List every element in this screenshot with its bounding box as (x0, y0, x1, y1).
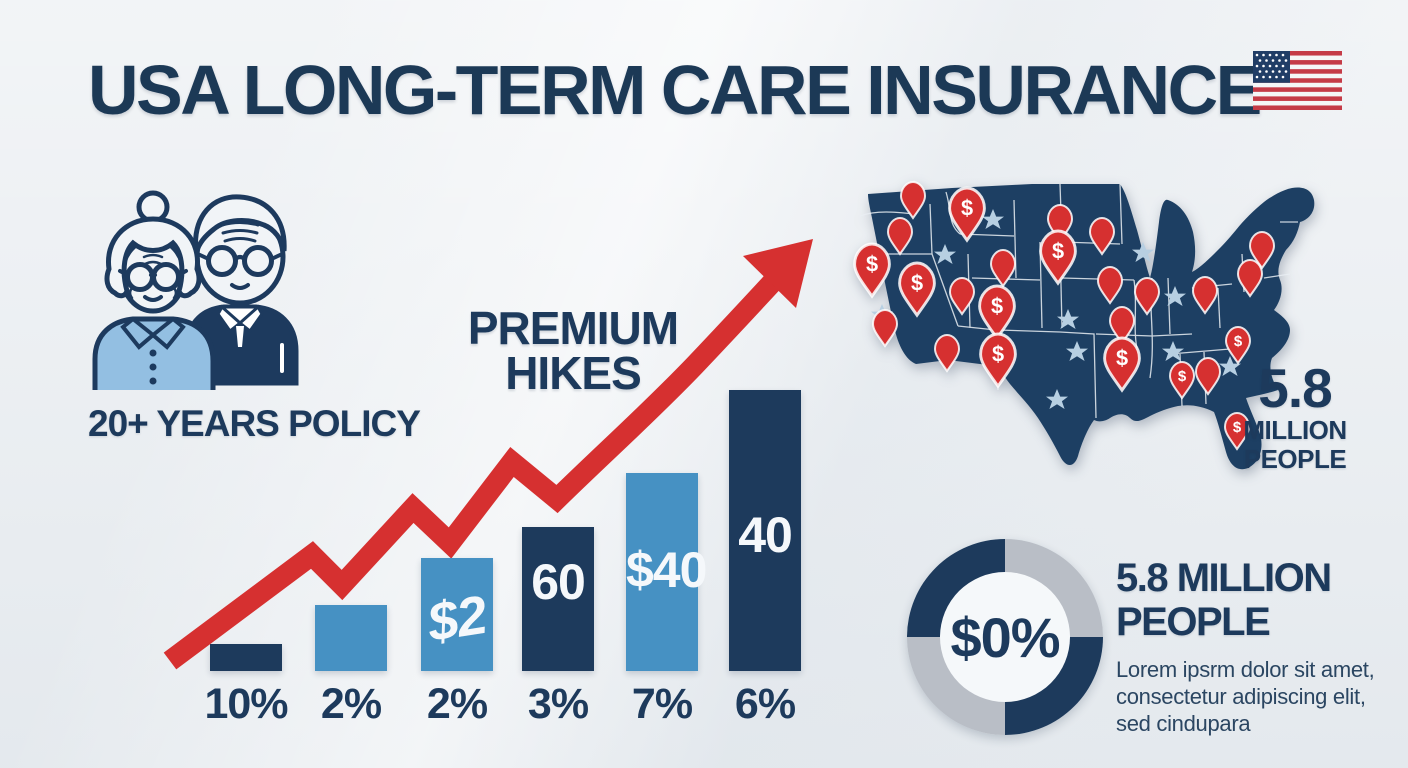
map-pin-icon (1194, 356, 1222, 396)
page-title: USA LONG-TERM CARE INSURANCE (88, 51, 1262, 129)
flag-stars (1255, 53, 1288, 79)
map-pin-icon (933, 333, 961, 373)
map-star-icon (1132, 242, 1154, 262)
map-stat-unit2: PEOPLE (1243, 444, 1347, 474)
map-stars-layer (871, 209, 1241, 409)
map-pin-dollar-icon: $ (1224, 325, 1252, 365)
svg-text:$: $ (991, 294, 1003, 319)
bar-category-label: 10% (204, 680, 288, 728)
bar-value-label: $40 (626, 542, 707, 598)
map-population-stat: 5.8 MILLION PEOPLE (1236, 360, 1354, 474)
bar-10% (210, 644, 282, 671)
us-flag-icon (1253, 51, 1342, 110)
svg-text:$: $ (992, 342, 1004, 367)
bar-category-label: 6% (734, 680, 796, 728)
svg-text:$: $ (1052, 239, 1064, 264)
map-pin-dollar-icon: $ (948, 186, 986, 243)
svg-text:$: $ (961, 196, 973, 221)
svg-text:$: $ (911, 271, 923, 296)
bar-category-label: 2% (320, 680, 382, 728)
map-pin-icon (899, 180, 927, 220)
policy-years-label: 20+ YEARS POLICY (88, 403, 421, 444)
map-pin-dollar-icon: $ (979, 332, 1017, 389)
map-pin-dollar-icon: $ (853, 242, 891, 299)
map-pin-dollar-icon: $ (978, 284, 1016, 341)
woman-figure (92, 190, 216, 390)
svg-text:$: $ (866, 252, 878, 277)
map-star-icon (1057, 309, 1079, 329)
map-pin-icon (886, 216, 914, 256)
svg-text:$: $ (1233, 419, 1242, 436)
bar-category-label: 3% (527, 680, 589, 728)
map-star-icon (1164, 286, 1186, 306)
us-map: $ $ $ $ $ $ $ $ $ $ (853, 179, 1315, 470)
map-pin-icon (948, 276, 976, 316)
donut-hole (940, 572, 1070, 702)
bar-value-label: $2 (423, 584, 491, 654)
svg-text:$: $ (1234, 333, 1243, 350)
map-stat-value: 5.8 (1258, 357, 1332, 419)
map-pin-dollar-icon: $ (1103, 336, 1141, 393)
map-pins-layer: $ $ $ $ $ $ $ $ $ $ (853, 180, 1276, 451)
map-star-icon (1219, 356, 1241, 376)
bar-value-label: 60 (531, 554, 586, 610)
man-figure (185, 194, 299, 386)
map-pin-dollar-icon: $ (1039, 229, 1077, 286)
bar-2% (315, 605, 387, 671)
map-pin-icon (1236, 258, 1264, 298)
donut-center-label: $0% (950, 605, 1060, 669)
premium-hikes-line1: PREMIUM (467, 302, 679, 354)
map-pin-icon (871, 308, 899, 348)
map-star-icon (1046, 389, 1068, 409)
svg-text:$: $ (1116, 346, 1128, 371)
map-pin-icon (1108, 305, 1136, 345)
donut-chart: $0% (907, 539, 1103, 735)
population-stat-block: 5.8 MILLION PEOPLE Lorem ipsrm dolor sit… (1116, 556, 1406, 737)
stat-body-line3: sed cindupara (1116, 711, 1251, 736)
map-stat-unit1: MILLION (1243, 415, 1347, 445)
stat-heading-line2: PEOPLE (1116, 600, 1271, 644)
map-star-icon (1066, 341, 1088, 361)
map-pin-icon (1133, 276, 1161, 316)
trend-arrow-shaft (163, 266, 788, 670)
map-pin-dollar-icon: $ (1168, 360, 1196, 400)
bar-category-label: 7% (631, 680, 693, 728)
map-pin-icon (1191, 275, 1219, 315)
bar-value-label: 40 (738, 507, 793, 563)
premium-hikes-label: PREMIUM HIKES (458, 302, 688, 399)
map-star-icon (1162, 341, 1184, 361)
bar-category-label: 2% (426, 680, 488, 728)
bar-3%: 60 (522, 527, 594, 671)
stat-body-line1: Lorem ipsrm dolor sit amet, (1116, 657, 1375, 682)
map-pin-icon (989, 248, 1017, 288)
map-pin-dollar-icon: $ (898, 261, 936, 318)
premium-hikes-line2: HIKES (505, 347, 642, 399)
map-pin-icon (1088, 216, 1116, 256)
bar-7%: $40 (626, 473, 707, 671)
stat-body-line2: consectetur adipiscing elit, (1116, 684, 1366, 709)
map-pin-dollar-icon: $ (1223, 411, 1251, 451)
elderly-couple-icon (92, 190, 299, 390)
trend-arrow-head (743, 239, 813, 308)
map-star-icon (934, 244, 956, 264)
stat-heading-line1: 5.8 MILLION (1116, 556, 1332, 600)
svg-text:$: $ (1178, 368, 1187, 385)
map-pin-icon (1096, 265, 1124, 305)
map-star-icon (982, 209, 1004, 229)
bar-6%: 40 (729, 390, 801, 671)
us-map-silhouette (868, 184, 1315, 470)
map-pin-icon (1248, 230, 1276, 270)
stat-body-text: Lorem ipsrm dolor sit amet, consectetur … (1116, 656, 1406, 737)
bar-2%: $2 (421, 558, 493, 671)
